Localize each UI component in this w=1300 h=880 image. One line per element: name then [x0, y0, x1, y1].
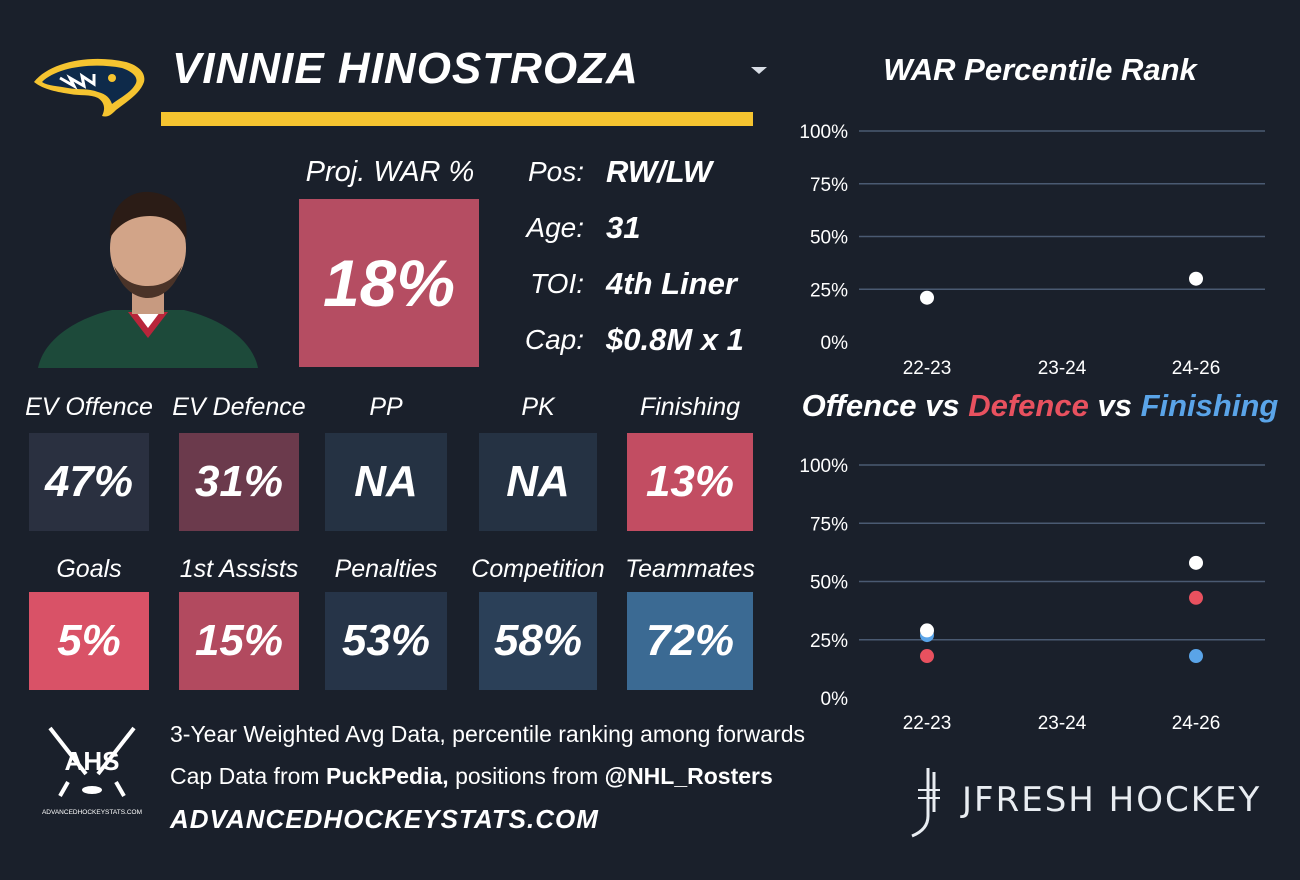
data-point: [920, 649, 934, 664]
chart2-title-part: vs: [1088, 388, 1141, 423]
player-photo: [38, 191, 258, 368]
x-tick-label: 24-26: [1172, 713, 1221, 734]
cap-label: Cap:: [524, 324, 584, 355]
y-tick-label: 0%: [821, 689, 849, 710]
chart2-title-part: Defence: [968, 388, 1089, 423]
age-label: Age:: [526, 212, 584, 243]
y-tick-label: 25%: [810, 631, 848, 652]
puckpedia-link[interactable]: PuckPedia,: [325, 763, 449, 789]
teammates-value: 72%: [627, 592, 753, 690]
ev-defence-label: EV Defence: [172, 393, 306, 421]
goals-value: 5%: [29, 592, 149, 690]
ev-defence-value: 31%: [179, 433, 299, 531]
ahs-logo-text: AHS: [65, 746, 120, 776]
finishing-value: 13%: [627, 433, 753, 531]
y-tick-label: 100%: [799, 122, 848, 143]
penalties-label: Penalties: [334, 555, 438, 583]
toi-label: TOI:: [530, 268, 584, 299]
war-percentile-chart: 0% 25% 50% 75% 100% 22-23 23-24 24-26: [799, 122, 1265, 379]
finishing-label: Finishing: [639, 393, 741, 421]
jfresh-logo-icon: [911, 768, 940, 838]
player-name: VINNIE HINOSTROZA: [172, 44, 639, 93]
first-assists-value: 15%: [179, 592, 299, 690]
data-point: [1189, 271, 1203, 286]
data-point: [1189, 555, 1203, 570]
data-point: [920, 290, 934, 305]
position-label: Pos:: [527, 156, 584, 187]
footnote-data-source: 3-Year Weighted Avg Data, percentile ran…: [170, 721, 806, 747]
chart2-title-part: Offence: [801, 388, 917, 423]
chart2-title-part: vs: [916, 388, 969, 423]
position-value: RW/LW: [606, 154, 713, 189]
y-tick-label: 0%: [821, 333, 849, 354]
x-tick-label: 22-23: [903, 713, 952, 734]
nhl-rosters-link[interactable]: @NHL_Rosters: [604, 763, 773, 789]
chevron-down-icon[interactable]: [748, 60, 770, 80]
data-point: [1189, 590, 1203, 605]
y-tick-label: 50%: [810, 573, 848, 594]
competition-value: 58%: [479, 592, 597, 690]
predator-logo-icon: [34, 58, 145, 117]
penalties-value: 53%: [325, 592, 447, 690]
war-chart-title: WAR Percentile Rank: [883, 52, 1197, 87]
pk-value: NA: [479, 433, 597, 531]
y-tick-label: 100%: [799, 456, 848, 477]
age-value: 31: [606, 210, 641, 245]
y-tick-label: 25%: [810, 280, 848, 301]
y-tick-label: 75%: [810, 175, 848, 196]
offence-defence-finishing-title: Offence vs Defence vs Finishing: [800, 388, 1280, 424]
y-tick-label: 75%: [810, 514, 848, 535]
x-tick-label: 22-23: [903, 358, 952, 379]
name-underline-bar: [161, 112, 753, 126]
jfresh-hockey-brand: JFRESH HOCKEY: [962, 780, 1262, 820]
competition-label: Competition: [471, 555, 605, 583]
site-url[interactable]: ADVANCEDHOCKEYSTATS.COM: [170, 804, 599, 834]
proj-war-label: Proj. WAR %: [305, 156, 475, 188]
chart2-title-part: Finishing: [1140, 388, 1279, 423]
pp-label: PP: [369, 393, 403, 421]
data-point: [1189, 649, 1203, 664]
teammates-label: Teammates: [625, 555, 755, 583]
data-point: [920, 623, 934, 638]
footnote-cap-middle: positions from: [448, 763, 605, 789]
ahs-logo-subtext: ADVANCEDHOCKEYSTATS.COM: [42, 809, 142, 816]
x-tick-label: 23-24: [1038, 713, 1087, 734]
goals-label: Goals: [56, 555, 122, 583]
x-tick-label: 23-24: [1038, 358, 1087, 379]
toi-value: 4th Liner: [606, 266, 737, 301]
proj-war-value: 18%: [299, 199, 479, 367]
ev-offence-label: EV Offence: [25, 393, 153, 421]
offence-defence-finishing-chart: 0% 25% 50% 75% 100% 22-23 23-24 24-26: [799, 456, 1265, 734]
ev-offence-value: 47%: [29, 433, 149, 531]
footnote-cap-prefix: Cap Data from: [170, 763, 326, 789]
ahs-logo-icon: AHS ADVANCEDHOCKEYSTATS.COM: [42, 726, 142, 816]
footnote-cap-source: Cap Data from PuckPedia, positions from …: [170, 763, 773, 790]
y-tick-label: 50%: [810, 228, 848, 249]
x-tick-label: 24-26: [1172, 358, 1221, 379]
pp-value: NA: [325, 433, 447, 531]
first-assists-label: 1st Assists: [179, 555, 299, 583]
pk-label: PK: [521, 393, 555, 421]
cap-value: $0.8M x 1: [606, 322, 744, 357]
